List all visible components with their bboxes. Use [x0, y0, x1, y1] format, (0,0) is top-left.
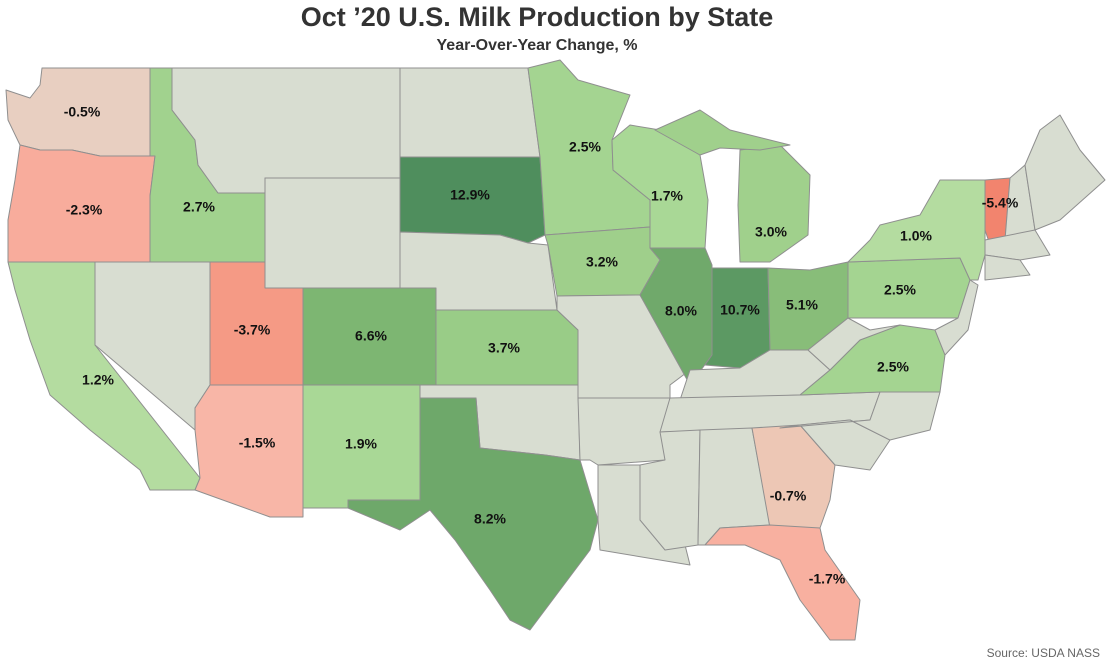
state-TX[interactable]	[347, 397, 599, 631]
labels-layer: -0.5% -2.3% 1.2% 2.7% -3.7% -1.5% 6.6% 1.9% 12.9…	[64, 104, 1019, 587]
state-value-label-OR: -2.3%	[66, 202, 103, 218]
state-ME[interactable]	[1024, 114, 1106, 231]
state-WY[interactable]	[264, 177, 401, 289]
state-value-label-NY: 1.0%	[900, 228, 932, 244]
state-value-label-IL: 8.0%	[665, 303, 697, 319]
state-value-label-FL: -1.7%	[809, 571, 846, 587]
state-value-label-TX: 8.2%	[474, 511, 506, 527]
state-AZ[interactable]	[194, 384, 304, 518]
state-value-label-NM: 1.9%	[345, 436, 377, 452]
state-value-label-MN: 2.5%	[569, 139, 601, 155]
state-value-label-PA: 2.5%	[884, 282, 916, 298]
state-MT[interactable]	[171, 67, 401, 194]
state-NJ-MD-DE[interactable]	[934, 279, 979, 356]
state-value-label-ID: 2.7%	[183, 199, 215, 215]
state-ND[interactable]	[399, 67, 541, 158]
state-value-label-KS: 3.7%	[488, 340, 520, 356]
state-value-label-VA: 2.5%	[877, 359, 909, 375]
state-value-label-OH: 5.1%	[786, 297, 818, 313]
state-value-label-UT: -3.7%	[234, 322, 271, 338]
map-subtitle: Year-Over-Year Change, %	[436, 37, 638, 54]
state-NC[interactable]	[779, 391, 941, 441]
state-value-label-WA: -0.5%	[64, 104, 101, 120]
state-FL[interactable]	[704, 524, 861, 641]
state-value-label-CA: 1.2%	[82, 372, 114, 388]
state-value-label-MI: 3.0%	[755, 224, 787, 240]
state-value-label-WI: 1.7%	[651, 188, 683, 204]
state-value-label-SD: 12.9%	[450, 187, 490, 203]
state-value-label-CO: 6.6%	[355, 328, 387, 344]
source-note: Source: USDA NASS	[986, 646, 1100, 660]
state-WI[interactable]	[611, 124, 709, 249]
state-value-label-AZ: -1.5%	[239, 435, 276, 451]
state-AR[interactable]	[577, 397, 671, 466]
map-title: Oct ’20 U.S. Milk Production by State	[300, 2, 774, 32]
state-CT-RI[interactable]	[984, 254, 1031, 281]
state-value-label-VT: -5.4%	[982, 195, 1019, 211]
state-IN[interactable]	[704, 267, 771, 369]
state-MA[interactable]	[984, 229, 1051, 261]
state-value-label-GA: -0.7%	[770, 488, 807, 504]
state-value-label-IA: 3.2%	[586, 254, 618, 270]
states-layer	[5, 59, 1106, 641]
state-value-label-IN: 10.7%	[720, 302, 760, 318]
state-MI-UP[interactable]	[654, 109, 791, 156]
state-MI[interactable]	[737, 144, 811, 263]
